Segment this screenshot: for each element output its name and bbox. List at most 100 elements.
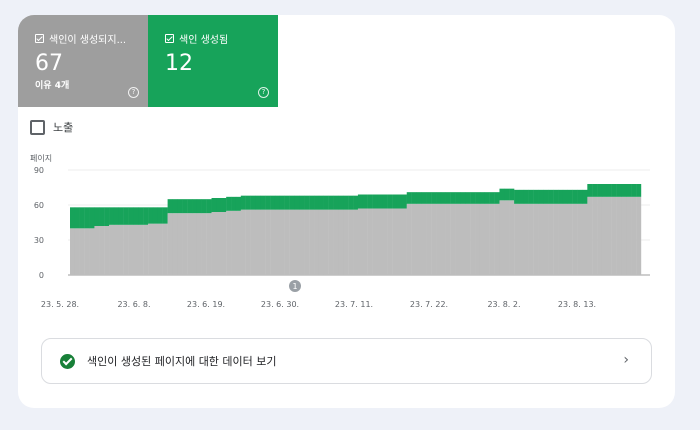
bar-not-indexed[interactable]	[416, 203, 422, 275]
bar-not-indexed[interactable]	[109, 224, 115, 275]
bar-not-indexed[interactable]	[299, 209, 305, 275]
bar-not-indexed[interactable]	[509, 200, 515, 275]
bar-indexed[interactable]	[611, 184, 617, 197]
bar-indexed[interactable]	[567, 189, 573, 204]
bar-indexed[interactable]	[367, 194, 373, 209]
bar-indexed[interactable]	[289, 195, 295, 210]
bar-indexed[interactable]	[431, 192, 437, 204]
bar-indexed[interactable]	[479, 192, 486, 204]
bar-indexed[interactable]	[201, 199, 207, 214]
bar-not-indexed[interactable]	[94, 226, 100, 275]
bar-not-indexed[interactable]	[309, 209, 315, 275]
bar-not-indexed[interactable]	[231, 210, 237, 275]
bar-not-indexed[interactable]	[636, 196, 642, 275]
bar-not-indexed[interactable]	[528, 203, 534, 275]
help-icon[interactable]: ?	[128, 87, 139, 98]
bar-indexed[interactable]	[450, 192, 456, 204]
bar-not-indexed[interactable]	[533, 203, 539, 275]
bar-not-indexed[interactable]	[314, 209, 320, 275]
bar-indexed[interactable]	[211, 198, 217, 212]
bar-indexed[interactable]	[528, 189, 534, 204]
bar-indexed[interactable]	[382, 194, 388, 209]
bar-indexed[interactable]	[123, 207, 129, 225]
bar-indexed[interactable]	[206, 199, 212, 214]
bar-not-indexed[interactable]	[70, 228, 76, 275]
bar-indexed[interactable]	[626, 184, 632, 197]
bar-indexed[interactable]	[436, 192, 442, 204]
bar-indexed[interactable]	[601, 184, 608, 197]
bar-not-indexed[interactable]	[284, 209, 290, 275]
impressions-toggle[interactable]: 노출	[30, 119, 73, 135]
bar-indexed[interactable]	[509, 188, 515, 201]
bar-not-indexed[interactable]	[216, 212, 222, 275]
bar-indexed[interactable]	[396, 194, 403, 209]
bar-indexed[interactable]	[187, 199, 193, 214]
bar-not-indexed[interactable]	[538, 203, 544, 275]
bar-indexed[interactable]	[538, 189, 544, 204]
bar-indexed[interactable]	[172, 199, 178, 214]
bar-indexed[interactable]	[514, 189, 520, 204]
bar-not-indexed[interactable]	[192, 213, 198, 275]
bar-not-indexed[interactable]	[597, 196, 603, 275]
bar-not-indexed[interactable]	[455, 203, 461, 275]
bar-not-indexed[interactable]	[260, 209, 266, 275]
bar-not-indexed[interactable]	[470, 203, 476, 275]
bar-not-indexed[interactable]	[138, 224, 144, 275]
bar-indexed[interactable]	[94, 207, 100, 226]
bar-indexed[interactable]	[621, 184, 627, 197]
bar-not-indexed[interactable]	[294, 209, 300, 275]
bar-not-indexed[interactable]	[274, 209, 281, 275]
bar-not-indexed[interactable]	[123, 224, 129, 275]
bar-indexed[interactable]	[309, 195, 315, 210]
bar-indexed[interactable]	[494, 192, 500, 204]
bar-not-indexed[interactable]	[436, 203, 442, 275]
bar-indexed[interactable]	[318, 195, 324, 210]
bar-indexed[interactable]	[265, 195, 271, 210]
bar-indexed[interactable]	[138, 207, 144, 225]
bar-not-indexed[interactable]	[406, 203, 412, 275]
bar-indexed[interactable]	[465, 192, 471, 204]
bar-not-indexed[interactable]	[518, 203, 525, 275]
bar-not-indexed[interactable]	[182, 213, 188, 275]
bar-not-indexed[interactable]	[172, 213, 178, 275]
bar-not-indexed[interactable]	[587, 196, 593, 275]
bar-indexed[interactable]	[445, 192, 451, 204]
bar-not-indexed[interactable]	[621, 196, 627, 275]
bar-indexed[interactable]	[231, 196, 237, 211]
bar-not-indexed[interactable]	[343, 209, 349, 275]
bar-not-indexed[interactable]	[367, 208, 373, 276]
bar-indexed[interactable]	[304, 195, 310, 210]
bar-indexed[interactable]	[455, 192, 461, 204]
view-indexed-data-link[interactable]: 색인이 생성된 페이지에 대한 데이터 보기 ›	[41, 338, 652, 384]
bar-indexed[interactable]	[99, 207, 105, 226]
bar-indexed[interactable]	[143, 207, 149, 225]
bar-not-indexed[interactable]	[143, 224, 149, 275]
bar-indexed[interactable]	[377, 194, 383, 209]
checkbox-unchecked-icon[interactable]	[30, 119, 45, 135]
bar-indexed[interactable]	[348, 195, 354, 210]
bar-not-indexed[interactable]	[211, 212, 217, 275]
bar-indexed[interactable]	[353, 195, 359, 210]
bar-indexed[interactable]	[133, 207, 139, 225]
bar-not-indexed[interactable]	[372, 208, 378, 276]
bar-indexed[interactable]	[333, 195, 339, 210]
bar-indexed[interactable]	[499, 188, 505, 201]
bar-indexed[interactable]	[504, 188, 510, 201]
bar-indexed[interactable]	[113, 207, 120, 225]
bar-indexed[interactable]	[157, 207, 163, 224]
bar-not-indexed[interactable]	[558, 203, 564, 275]
bar-not-indexed[interactable]	[440, 203, 446, 275]
bar-indexed[interactable]	[548, 189, 554, 204]
bar-not-indexed[interactable]	[450, 203, 456, 275]
bar-indexed[interactable]	[314, 195, 320, 210]
bar-indexed[interactable]	[523, 189, 529, 204]
bar-not-indexed[interactable]	[221, 212, 227, 275]
bar-not-indexed[interactable]	[465, 203, 471, 275]
bar-not-indexed[interactable]	[353, 209, 359, 275]
bar-indexed[interactable]	[294, 195, 300, 210]
bar-indexed[interactable]	[592, 184, 598, 197]
bar-not-indexed[interactable]	[523, 203, 529, 275]
bar-not-indexed[interactable]	[494, 203, 500, 275]
bar-not-indexed[interactable]	[279, 209, 285, 275]
bar-not-indexed[interactable]	[475, 203, 481, 275]
